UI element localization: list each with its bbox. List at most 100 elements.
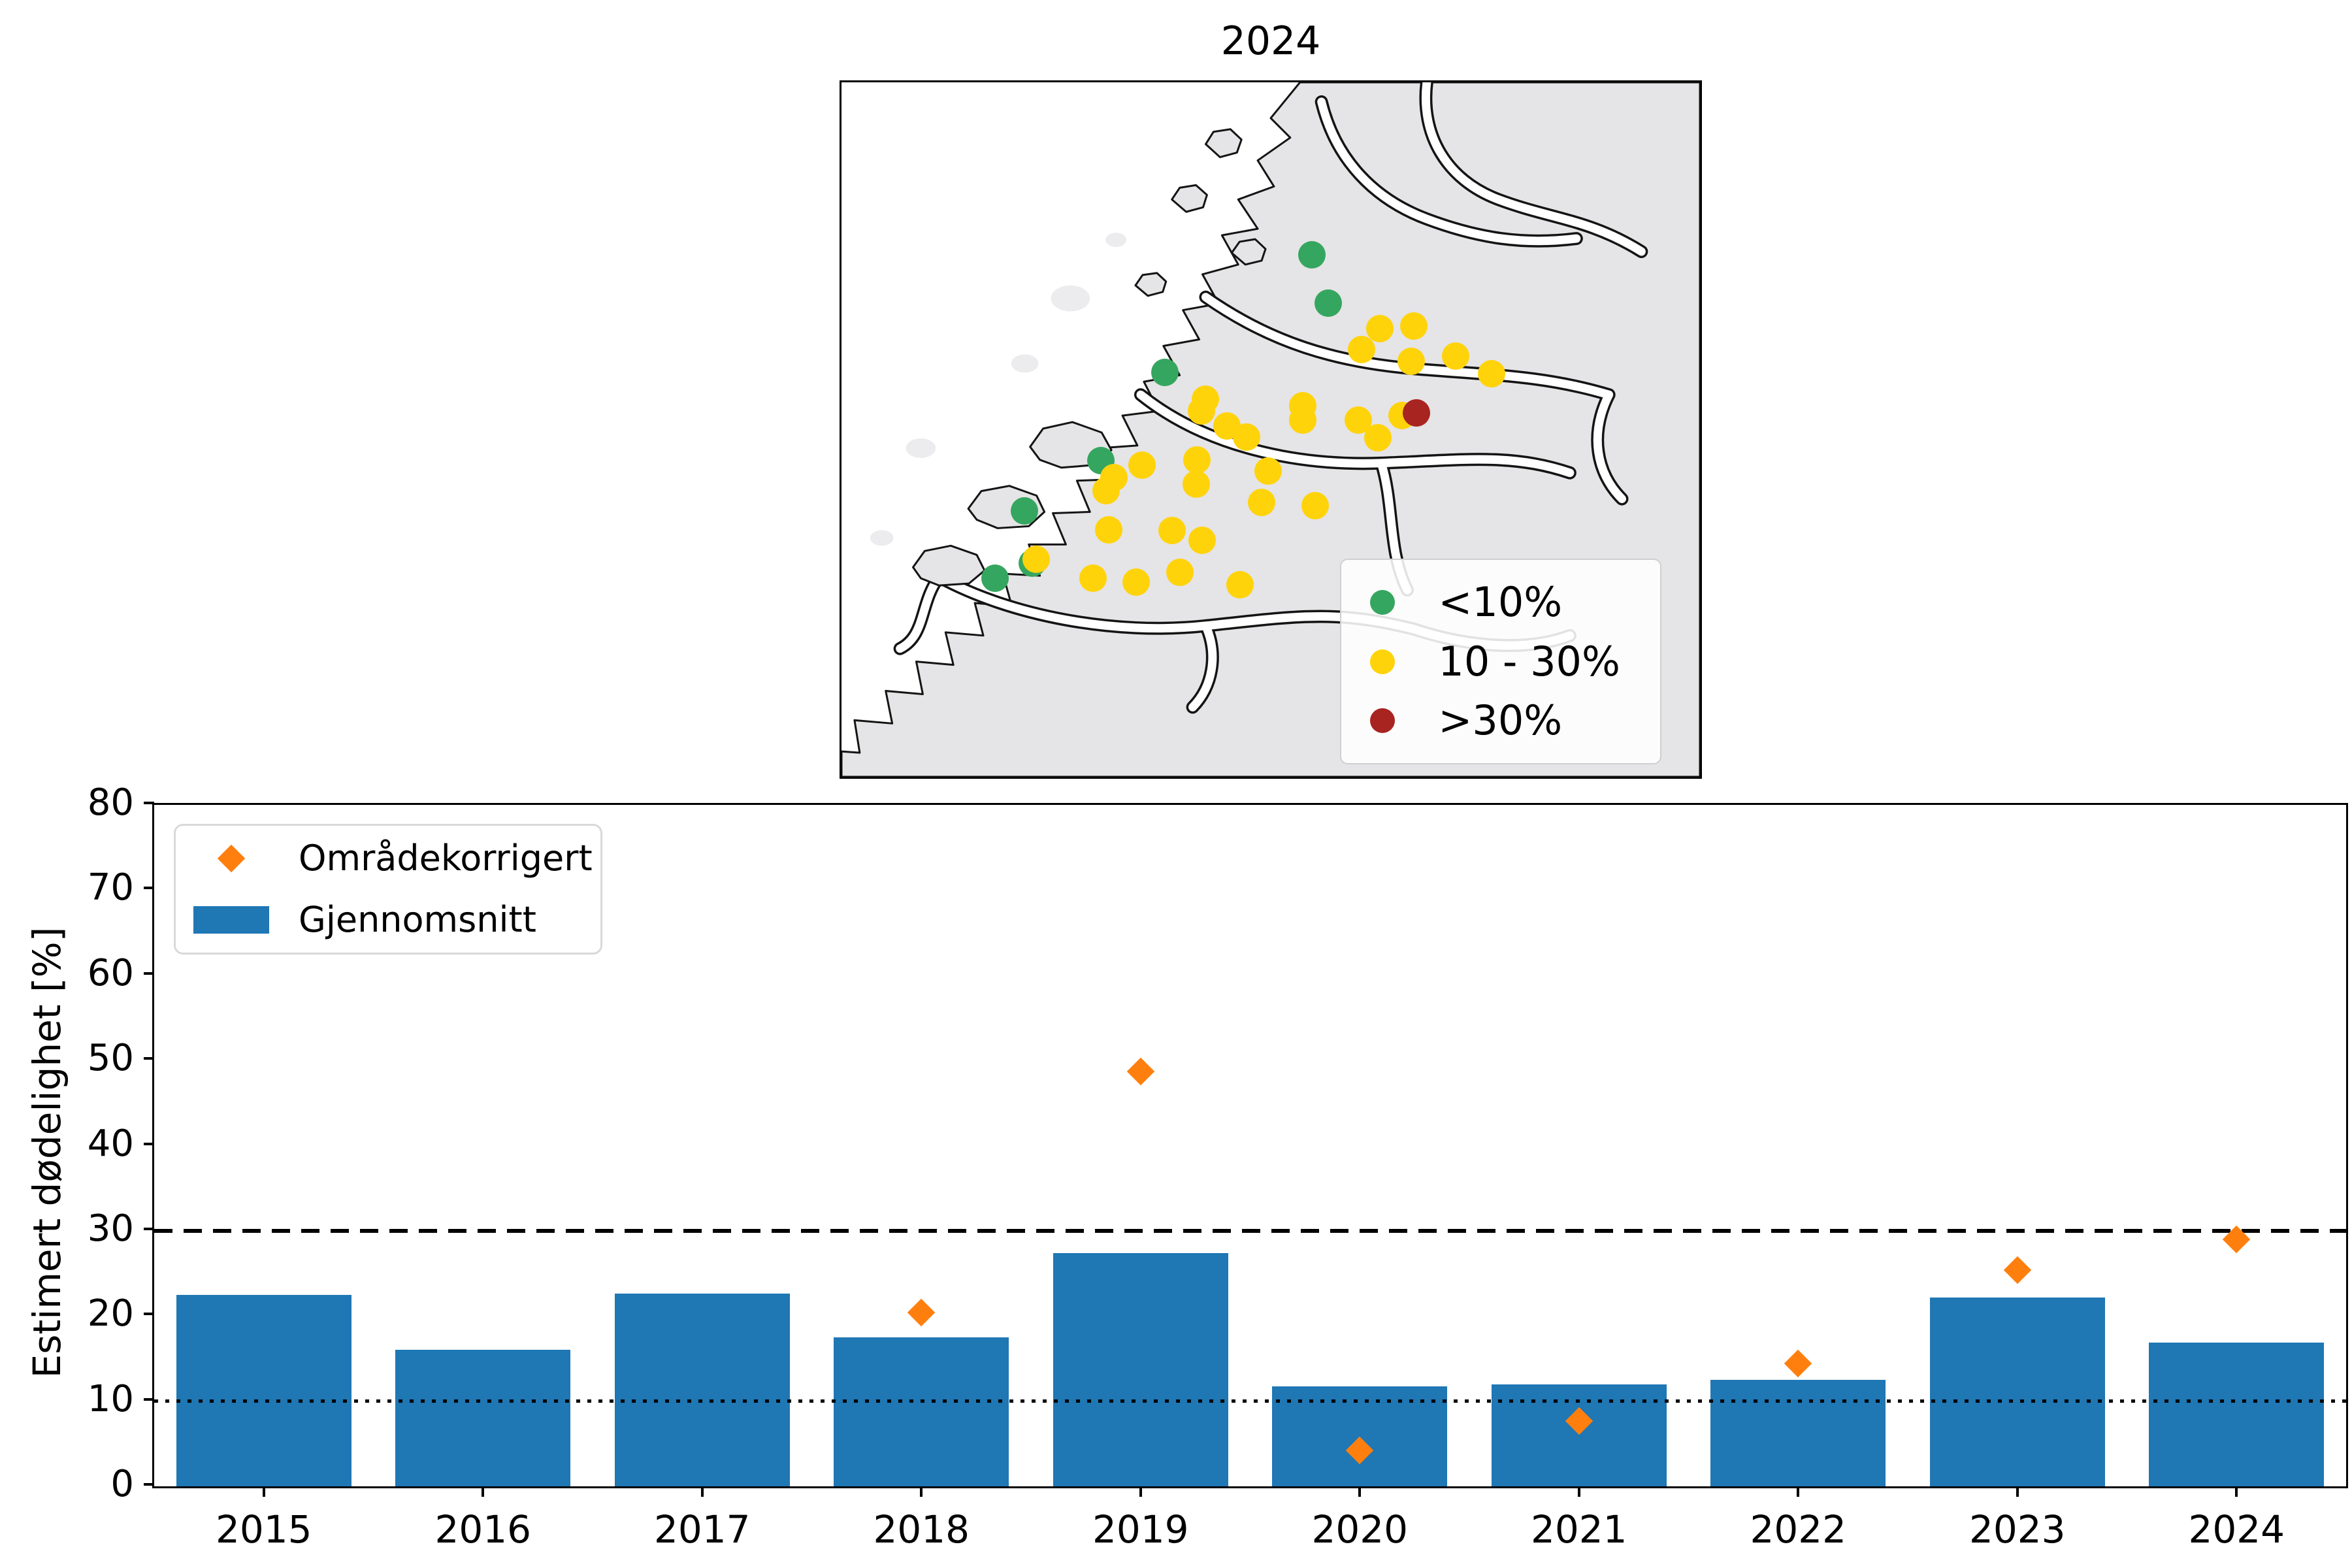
x-tick-mark-2021 xyxy=(1577,1486,1580,1497)
bar-2020 xyxy=(1272,1386,1448,1486)
map-title: 2024 xyxy=(1220,18,1321,64)
legend-marker-cell xyxy=(176,845,287,873)
islets xyxy=(870,233,1127,546)
x-tick-label-2015: 2015 xyxy=(215,1507,312,1552)
x-tick-label-2023: 2023 xyxy=(1968,1507,2066,1552)
bar-2019 xyxy=(1053,1252,1228,1486)
site-dot-10to30 xyxy=(1092,477,1120,505)
x-tick-mark-2018 xyxy=(920,1486,923,1497)
x-tick-label-2018: 2018 xyxy=(873,1507,970,1552)
y-tick-mark-70 xyxy=(144,887,154,890)
y-tick-mark-0 xyxy=(144,1483,154,1486)
site-dot-lt10 xyxy=(1010,497,1038,525)
bar-2024 xyxy=(2149,1342,2325,1486)
y-tick-mark-20 xyxy=(144,1313,154,1316)
diamond-2018 xyxy=(907,1298,936,1327)
site-dot-lt10 xyxy=(1315,289,1343,318)
y-tick-label-80: 80 xyxy=(87,781,134,824)
x-tick-mark-2024 xyxy=(2235,1486,2238,1497)
site-dot-10to30 xyxy=(1397,348,1426,376)
bar-2018 xyxy=(834,1337,1009,1486)
chart-legend-row-gjennomsnitt: Gjennomsnitt xyxy=(176,892,600,948)
y-tick-label-60: 60 xyxy=(87,951,134,994)
x-tick-mark-2022 xyxy=(1797,1486,1800,1497)
x-tick-label-2020: 2020 xyxy=(1311,1507,1409,1552)
y-tick-mark-60 xyxy=(144,972,154,975)
diamond-2022 xyxy=(1784,1350,1812,1378)
map-legend-row-lt10: <10% xyxy=(1341,582,1659,623)
map-panel: <10% 10 - 30% >30% xyxy=(840,80,1702,779)
site-dot-10to30 xyxy=(1128,451,1156,479)
y-tick-mark-30 xyxy=(144,1227,154,1230)
site-dot-10to30 xyxy=(1183,446,1211,474)
x-tick-mark-2020 xyxy=(1358,1486,1362,1497)
legend-dot-yellow-icon xyxy=(1370,649,1396,674)
site-dot-10to30 xyxy=(1158,516,1186,544)
site-dot-lt10 xyxy=(981,564,1009,592)
site-dot-10to30 xyxy=(1094,515,1122,544)
y-tick-label-30: 30 xyxy=(87,1207,134,1250)
site-dot-10to30 xyxy=(1348,336,1376,364)
y-tick-mark-50 xyxy=(144,1057,154,1060)
legend-bar-swatch-icon xyxy=(193,906,269,934)
y-tick-mark-10 xyxy=(144,1397,154,1401)
chart-legend-row-omradekorrigert: Områdekorrigert xyxy=(176,830,600,887)
map-legend-label: >30% xyxy=(1438,696,1563,744)
bar-2022 xyxy=(1710,1380,1886,1486)
site-dot-10to30 xyxy=(1247,489,1275,517)
map-legend-label: 10 - 30% xyxy=(1438,637,1620,685)
bar-chart-panel: Områdekorrigert Gjennomsnitt xyxy=(152,803,2348,1488)
y-tick-label-20: 20 xyxy=(87,1292,134,1335)
bar-2015 xyxy=(176,1294,351,1486)
site-dot-10to30 xyxy=(1477,360,1505,388)
chart-legend-label: Gjennomsnitt xyxy=(299,898,536,940)
y-tick-mark-80 xyxy=(144,802,154,804)
site-dot-lt10 xyxy=(1298,240,1326,269)
map-legend-row-10to30: 10 - 30% xyxy=(1341,637,1659,685)
site-dot-10to30 xyxy=(1441,342,1469,370)
bar-2017 xyxy=(614,1294,790,1486)
site-dot-10to30 xyxy=(1364,424,1392,452)
y-tick-label-40: 40 xyxy=(87,1122,134,1165)
site-dot-10to30 xyxy=(1365,315,1394,343)
y-tick-label-70: 70 xyxy=(87,866,134,909)
x-tick-label-2016: 2016 xyxy=(434,1507,532,1552)
site-dot-10to30 xyxy=(1187,397,1215,425)
x-tick-label-2019: 2019 xyxy=(1092,1507,1189,1552)
map-legend-label: <10% xyxy=(1438,578,1563,627)
site-dot-10to30 xyxy=(1182,470,1210,498)
legend-dot-red-icon xyxy=(1370,708,1396,733)
reference-line-dotted-10 xyxy=(154,1399,2346,1403)
x-tick-mark-2023 xyxy=(2016,1486,2019,1497)
plot-area: Områdekorrigert Gjennomsnitt xyxy=(154,805,2346,1486)
y-tick-label-50: 50 xyxy=(87,1037,134,1080)
site-dot-lt10 xyxy=(1151,359,1179,387)
site-dot-gt30 xyxy=(1403,399,1431,427)
x-tick-mark-2017 xyxy=(700,1486,704,1497)
site-dot-10to30 xyxy=(1301,492,1330,520)
x-tick-mark-2015 xyxy=(262,1486,265,1497)
site-dot-10to30 xyxy=(1226,570,1254,598)
x-tick-mark-2019 xyxy=(1139,1486,1142,1497)
chart-legend-label: Områdekorrigert xyxy=(299,838,593,879)
bar-2016 xyxy=(395,1350,571,1486)
site-dot-10to30 xyxy=(1288,406,1316,434)
y-tick-label-10: 10 xyxy=(87,1377,134,1420)
site-dot-10to30 xyxy=(1022,546,1051,574)
legend-diamond-icon xyxy=(217,845,246,873)
y-tick-mark-40 xyxy=(144,1142,154,1145)
x-tick-label-2021: 2021 xyxy=(1530,1507,1627,1552)
site-dot-10to30 xyxy=(1122,568,1150,596)
x-tick-label-2024: 2024 xyxy=(2188,1507,2285,1552)
site-dot-10to30 xyxy=(1188,526,1216,554)
diamond-2023 xyxy=(2003,1256,2031,1284)
map-legend-row-gt30: >30% xyxy=(1341,700,1659,741)
site-dot-10to30 xyxy=(1079,564,1107,592)
x-tick-label-2022: 2022 xyxy=(1750,1507,1847,1552)
bar-2023 xyxy=(1929,1297,2105,1486)
x-tick-label-2017: 2017 xyxy=(653,1507,751,1552)
legend-marker-cell xyxy=(176,906,287,934)
y-tick-label-0: 0 xyxy=(110,1463,134,1505)
x-tick-mark-2016 xyxy=(482,1486,485,1497)
site-dot-10to30 xyxy=(1400,312,1428,340)
